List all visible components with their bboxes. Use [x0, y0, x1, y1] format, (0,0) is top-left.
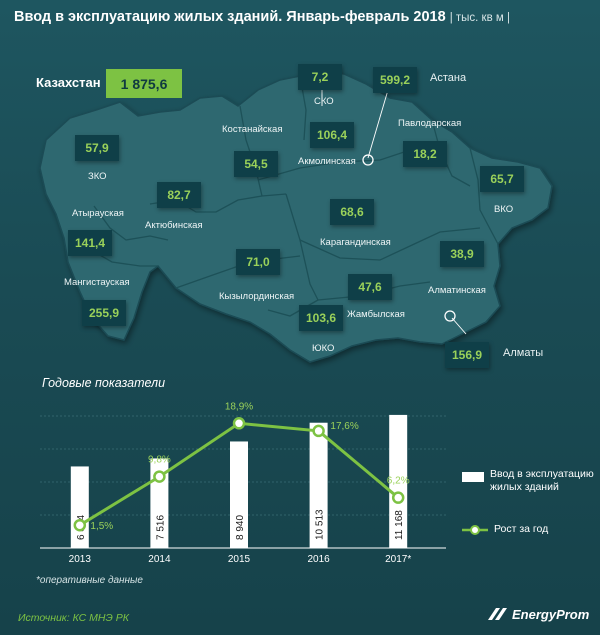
value-zhambyl: 47,6	[348, 274, 392, 300]
label-kyzylorda: Кызылординская	[219, 291, 295, 302]
bar-label-2015: 8 940	[235, 515, 246, 540]
page-title: Ввод в эксплуатацию жилых зданий. Январь…	[14, 9, 510, 25]
value-vko: 65,7	[480, 166, 524, 192]
value-almaty: 156,9	[445, 342, 489, 368]
value-almaty-region: 38,9	[440, 241, 484, 267]
value-astana: 599,2	[373, 67, 417, 93]
bar-label-2014: 7 516	[155, 515, 166, 540]
x-tick-2013: 2013	[69, 554, 92, 565]
logo-mark-icon	[488, 608, 507, 620]
growth-label-2014: 9,8%	[148, 455, 171, 466]
label-sko: СКО	[314, 96, 334, 107]
label-pavlodar: Павлодарская	[398, 118, 462, 129]
legend-line-swatch	[462, 525, 488, 535]
value-sko: 7,2	[298, 64, 342, 90]
x-tick-2014: 2014	[148, 554, 171, 565]
legend-bar-swatch	[462, 472, 484, 482]
x-tick-2015: 2015	[228, 554, 251, 565]
legend-line-label: Рост за год	[494, 523, 549, 535]
almaty-marker	[444, 310, 456, 322]
value-aktobe: 82,7	[157, 182, 201, 208]
label-kostanay: Костанайская	[222, 124, 283, 135]
value-zko: 57,9	[75, 135, 119, 161]
value-karaganda: 68,6	[330, 199, 374, 225]
label-atyrau: Атырауская	[72, 208, 124, 219]
bar-label-2017*: 11 168	[394, 510, 405, 540]
growth-label-2013: 1,5%	[90, 521, 113, 532]
label-akmola: Акмолинская	[298, 156, 356, 167]
footnote: *оперативные данные	[36, 575, 143, 586]
value-pavlodar: 18,2	[403, 141, 447, 167]
value-atyrau: 141,4	[68, 230, 112, 256]
legend-bar-label: Ввод в эксплуатацию жилых зданий	[490, 468, 594, 493]
label-astana: Астана	[430, 72, 467, 84]
label-almaty-region: Алматинская	[428, 285, 486, 296]
value-akmola: 106,4	[310, 122, 354, 148]
x-tick-2017*: 2017*	[385, 554, 411, 565]
label-zko: ЗКО	[88, 171, 107, 182]
label-almaty: Алматы	[503, 347, 544, 359]
value-yuko: 103,6	[299, 305, 343, 331]
label-aktobe: Актюбинская	[145, 220, 203, 231]
source: Источник: КС МНЭ РК	[18, 612, 129, 624]
value-kyzylorda: 71,0	[236, 249, 280, 275]
bar-2015	[230, 441, 248, 548]
x-tick-2016: 2016	[307, 554, 330, 565]
growth-point-2015	[232, 417, 246, 430]
chart-title: Годовые показатели	[42, 376, 166, 390]
bar-label-2016: 10 513	[315, 509, 326, 540]
growth-point-2014	[153, 470, 166, 483]
label-zhambyl: Жамбылская	[347, 309, 405, 320]
logo: EnergyProm	[486, 606, 589, 622]
label-mangystau: Мангистауская	[64, 277, 130, 288]
kazakhstan-label: Казахстан	[36, 75, 101, 90]
value-mangystau: 255,9	[82, 300, 126, 326]
unit-label: | тыс. кв м |	[449, 12, 510, 24]
growth-point-2017*	[391, 491, 405, 504]
growth-label-2015: 18,9%	[225, 401, 253, 412]
growth-label-2016: 17,6%	[330, 421, 358, 432]
growth-point-2013	[73, 518, 87, 532]
label-karaganda: Карагандинская	[320, 237, 391, 248]
astana-marker	[362, 154, 374, 166]
logo-text: EnergyProm	[512, 606, 590, 622]
label-yuko: ЮКО	[312, 343, 335, 354]
growth-point-2016	[312, 424, 325, 438]
bar-2016	[309, 422, 328, 548]
growth-label-2017*: 6,2%	[387, 476, 410, 487]
label-vko: ВКО	[494, 204, 514, 215]
value-kostanay: 54,5	[234, 151, 278, 177]
kazakhstan-total: 1 875,6	[106, 69, 182, 98]
bar-2017*	[389, 414, 408, 548]
title-bar: Ввод в эксплуатацию жилых зданий. Январь…	[0, 0, 600, 36]
